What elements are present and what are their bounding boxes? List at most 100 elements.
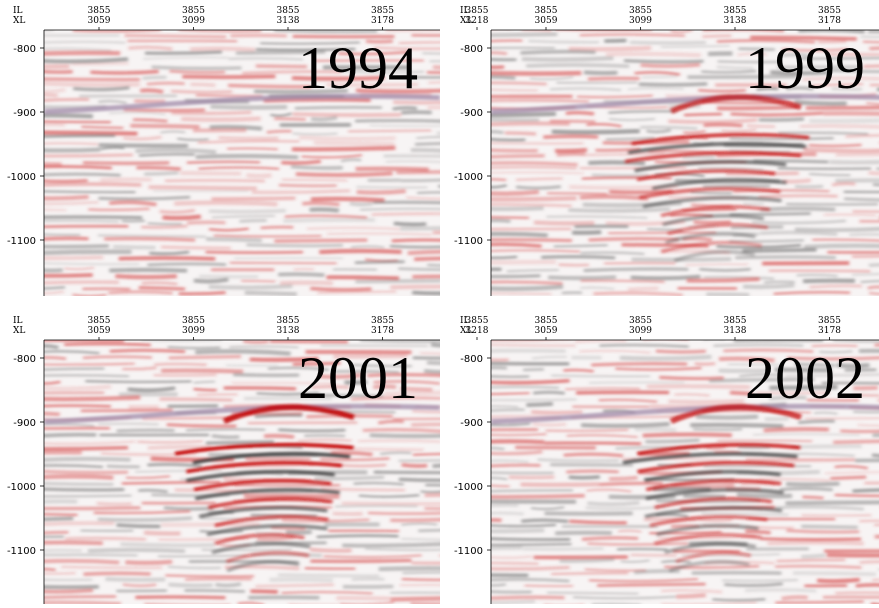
reflector [481,513,524,514]
reflector [846,135,879,136]
reflector [528,41,599,42]
reflector [354,483,404,484]
reflector [264,436,294,437]
xl-tick-label: 3059 [535,16,558,26]
xl-tick-label: 3138 [277,326,300,336]
reflector [104,239,195,240]
reflector [642,76,678,77]
reflector [690,192,731,193]
reflector [390,246,451,247]
reflector [352,579,385,580]
reflector [136,168,180,169]
reflector [786,531,859,533]
reflector [115,276,177,277]
reflector [356,169,429,170]
reflector [317,536,399,537]
il-tick-label: 3855 [277,316,300,326]
reflector [142,283,178,284]
reflector [753,434,860,435]
reflector [81,410,173,411]
reflector [139,288,185,289]
reflector [640,127,697,128]
reflector [174,203,277,205]
reflector [184,590,244,591]
reflector [712,599,765,600]
reflector [704,125,743,126]
reflector [324,449,424,450]
reflector [717,441,812,442]
reflector [532,357,567,359]
reflector [481,465,540,466]
reflector [135,150,216,152]
reflector [399,459,486,460]
reflector [147,264,226,265]
reflector [481,156,545,157]
reflector [591,364,687,365]
xl-tick-label: 3178 [371,16,394,26]
reflector [617,549,668,550]
reflector [647,130,671,132]
reflector [735,257,836,258]
reflector [481,591,532,592]
reflector [481,257,517,258]
reflector [168,347,221,348]
reflector [34,346,58,348]
reflector [34,79,140,80]
reflector [247,245,343,246]
reflector [684,114,722,115]
reflector [580,288,614,289]
reflector [147,83,185,84]
xl-tick-label: 3138 [724,326,747,336]
reflector [698,90,746,91]
reflector [802,497,823,498]
reflector [88,209,149,210]
reflector [248,423,358,424]
reflector [34,413,60,414]
reflector [161,371,243,372]
reflector [34,191,135,192]
xl-tick-label: 3059 [88,16,111,26]
reflector [835,495,879,496]
reflector [801,555,825,556]
y-tick-label: -1100 [7,236,36,247]
reflector [400,228,493,229]
reflector [533,392,564,393]
reflector [824,215,876,216]
reflector [481,472,554,473]
reflector [481,544,571,545]
reflector [643,434,732,435]
reflector [764,429,829,430]
reflector [164,508,214,509]
reflector [546,216,647,218]
reflector [628,88,684,89]
reflector [555,150,587,151]
reflector [706,294,749,295]
reflector [299,138,396,139]
reflector [817,580,860,581]
reflector [148,447,211,448]
reflector [34,471,128,472]
reflector [358,441,441,442]
reflector [160,210,195,212]
reflector [550,465,633,466]
reflector [863,66,879,67]
reflector [314,143,395,144]
reflector [481,393,530,394]
reflector [507,270,559,271]
reflector [398,269,482,270]
reflector [181,119,260,120]
il-tick-label: 3855 [535,316,558,326]
reflector [386,29,481,30]
reflector [836,154,879,155]
year-label: 1994 [298,35,418,101]
reflector [269,579,332,580]
reflector [250,591,277,592]
reflector [110,350,185,351]
reflector [661,590,722,592]
reflector [229,346,298,347]
reflector [793,573,876,574]
reflector [342,503,450,504]
reflector [531,412,582,413]
reflector [34,406,111,407]
reflector [795,186,823,187]
